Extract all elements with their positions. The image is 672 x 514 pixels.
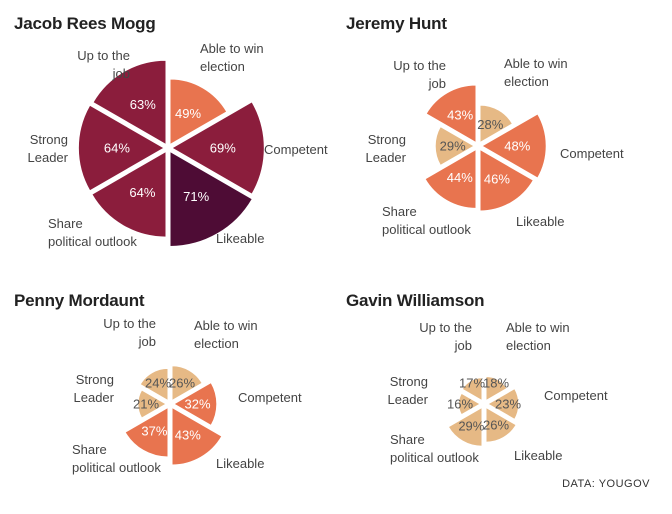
wedge-competent [481,113,547,179]
wedge-likeable [485,406,517,443]
value-label: 44% [447,170,473,185]
value-label: 16% [447,397,473,412]
category-label: Competent [544,388,608,403]
category-label: Likeable [216,231,264,246]
category-label: Competent [238,390,302,405]
panel-title-rees-mogg: Jacob Rees Mogg [14,14,156,33]
value-label: 23% [495,397,521,412]
value-label: 26% [483,417,509,432]
value-label: 18% [483,376,509,391]
source-note: DATA: YOUGOV [562,478,650,490]
value-label: 64% [129,185,155,200]
wedge-up-to-the-job [425,84,477,144]
category-label: Share political outlook [72,442,161,475]
category-label: Likeable [514,448,562,463]
wedge-strong-leader [137,389,168,419]
wedge-likeable [479,148,534,212]
value-label: 17% [459,376,485,391]
wedge-strong-leader [77,104,165,192]
wedge-up-to-the-job [92,59,167,146]
category-label: Up to the job [103,316,156,349]
category-label: Likeable [216,456,264,471]
polar-chart-1: 28% Able to win election 48% Competent 46% Lik… [366,56,624,237]
value-label: 32% [185,397,211,412]
category-label: Strong Leader [388,374,429,407]
value-label: 26% [169,376,195,391]
category-label: Strong Leader [74,372,115,405]
wedge-able-to-win-election [171,365,203,402]
wedge-competent [172,381,218,427]
polar-chart-3: 18% Able to win election 23% Competent 26% Lik… [388,320,608,465]
wedge-strong-leader [458,392,482,416]
category-label: Share political outlook [48,216,137,249]
category-label: Up to the job [419,320,472,353]
category-label: Likeable [516,214,564,229]
panel-title-mordaunt: Penny Mordaunt [14,291,145,310]
wedge-strong-leader [434,125,476,167]
category-label: Competent [560,146,624,161]
value-label: 71% [183,189,209,204]
category-label: Up to the job [77,48,130,81]
wedge-competent [486,387,520,421]
value-label: 37% [141,424,167,439]
polar-chart-0: 49% Able to win election 69% Competent 71% Lik… [28,41,328,249]
wedge-share-political-outlook [91,150,167,238]
wedge-up-to-the-job [139,367,169,402]
value-label: 63% [130,97,156,112]
wedge-able-to-win-election [479,104,514,144]
category-label: Share political outlook [390,432,479,465]
category-label: Able to win election [194,318,258,351]
wedge-able-to-win-election [169,78,228,146]
wedge-likeable [169,150,253,247]
value-label: 29% [458,418,484,433]
wedge-likeable [171,406,223,466]
value-label: 64% [104,141,130,156]
wedge-competent [170,101,265,195]
value-label: 69% [210,141,236,156]
category-label: Competent [264,142,328,157]
value-label: 43% [175,427,201,442]
value-label: 46% [484,171,510,186]
wedge-up-to-the-job [461,377,483,402]
polar-chart-2: 26% Able to win election 32% Competent 43% Lik… [72,316,302,475]
wedge-share-political-outlook [424,148,477,209]
category-label: Able to win election [200,41,264,74]
value-label: 48% [504,139,530,154]
wedge-share-political-outlook [124,406,169,458]
category-label: Share political outlook [382,204,471,237]
category-label: Strong Leader [366,132,407,165]
category-label: Up to the job [393,58,446,91]
value-label: 49% [175,106,201,121]
value-label: 24% [145,376,171,391]
panel-title-williamson: Gavin Williamson [346,291,485,310]
wedge-share-political-outlook [447,406,483,447]
category-label: Strong Leader [28,132,69,165]
value-label: 29% [440,139,466,154]
value-label: 21% [133,397,159,412]
wedge-able-to-win-election [485,375,508,402]
value-label: 28% [477,117,503,132]
category-label: Able to win election [504,56,568,89]
category-label: Able to win election [506,320,570,353]
value-label: 43% [447,108,473,123]
panel-title-hunt: Jeremy Hunt [346,14,447,33]
